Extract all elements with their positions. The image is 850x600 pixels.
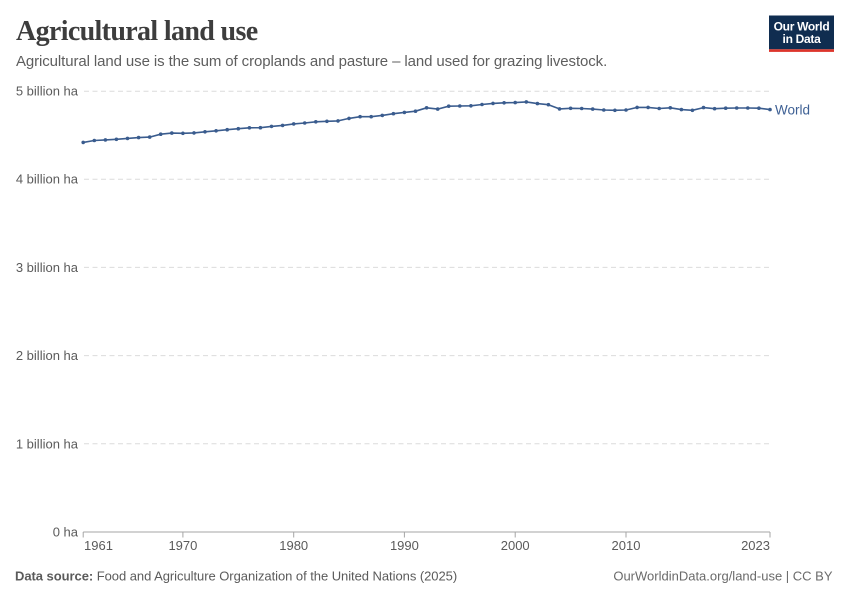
- svg-text:3 billion ha: 3 billion ha: [16, 260, 79, 275]
- svg-text:Data source: Food and Agricult: Data source: Food and Agriculture Organi…: [15, 569, 457, 584]
- svg-text:in Data: in Data: [783, 32, 822, 46]
- svg-text:Our World: Our World: [774, 19, 830, 33]
- svg-text:OurWorldinData.org/land-use |: OurWorldinData.org/land-use | CC BY: [613, 569, 833, 584]
- svg-text:1970: 1970: [168, 538, 197, 553]
- svg-text:1980: 1980: [279, 538, 308, 553]
- svg-text:2010: 2010: [612, 538, 641, 553]
- svg-text:Agricultural land use: Agricultural land use: [16, 16, 258, 47]
- svg-text:1 billion ha: 1 billion ha: [16, 436, 79, 451]
- svg-text:2 billion ha: 2 billion ha: [16, 348, 79, 363]
- svg-text:1990: 1990: [390, 538, 419, 553]
- svg-text:5 billion ha: 5 billion ha: [16, 84, 79, 99]
- svg-text:1961: 1961: [84, 538, 113, 553]
- svg-text:2000: 2000: [501, 538, 530, 553]
- svg-text:4 billion ha: 4 billion ha: [16, 172, 79, 187]
- svg-text:World: World: [775, 102, 810, 117]
- svg-text:Agricultural land use is the s: Agricultural land use is the sum of crop…: [16, 53, 607, 70]
- svg-text:2023: 2023: [741, 538, 770, 553]
- svg-text:0 ha: 0 ha: [53, 525, 79, 540]
